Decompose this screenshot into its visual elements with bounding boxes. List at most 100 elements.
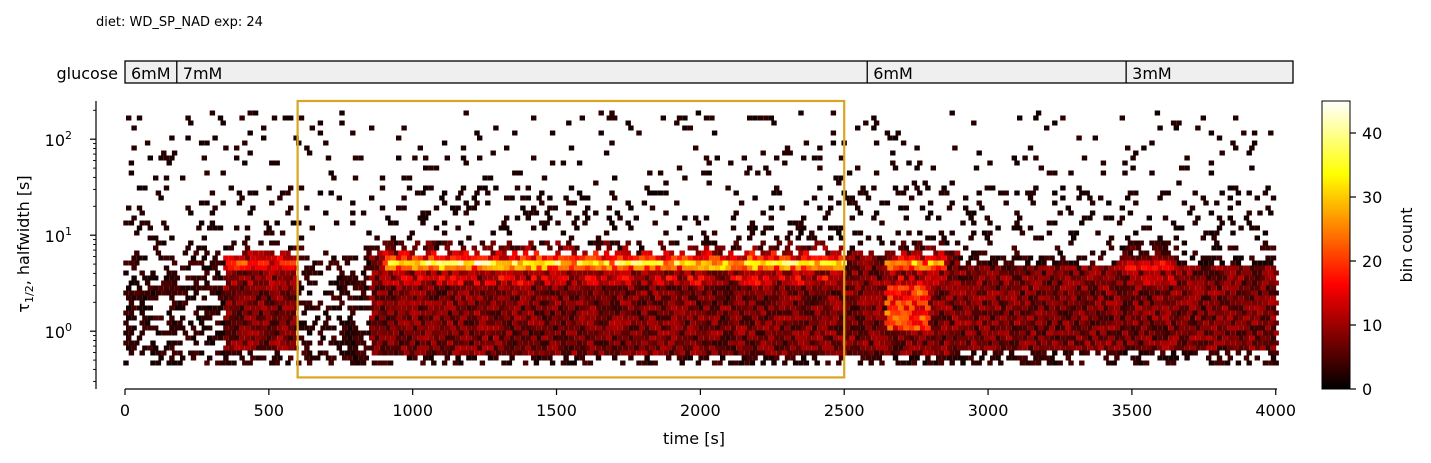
hexbin-cell — [1184, 305, 1190, 311]
hexbin-cell — [520, 255, 526, 261]
hexbin-cell — [1054, 275, 1061, 281]
hexbin-cell — [190, 255, 197, 261]
hexbin-cell — [285, 300, 291, 306]
hexbin-cell — [1141, 265, 1147, 271]
hexbin-cell — [871, 355, 877, 361]
hexbin-cell — [636, 330, 642, 336]
hexbin-cell — [882, 325, 888, 331]
hexbin-cell — [458, 310, 464, 316]
hexbin-cell — [790, 325, 796, 331]
hexbin-cell — [1073, 300, 1080, 306]
hexbin-cell — [1154, 330, 1161, 336]
hexbin-cell — [423, 305, 429, 311]
hexbin-cell — [1049, 335, 1055, 341]
hexbin-cell — [252, 190, 259, 196]
hexbin-cell — [1143, 250, 1150, 256]
hexbin-cell — [1173, 355, 1179, 361]
hexbin-cell — [811, 235, 818, 241]
hexbin-cell — [882, 275, 888, 281]
hexbin-cell — [787, 300, 793, 306]
hexbin-cell — [709, 115, 715, 121]
hexbin-cell — [1073, 330, 1080, 336]
hexbin-cell — [738, 270, 745, 276]
hexbin-cell — [247, 280, 253, 286]
hexbin-cell — [458, 340, 464, 346]
hexbin-cell — [879, 220, 885, 226]
hexbin-cell — [128, 160, 135, 166]
hexbin-cell — [420, 290, 426, 296]
hexbin-cell — [482, 335, 488, 341]
hexbin-cell — [468, 290, 475, 296]
hexbin-cell — [490, 280, 496, 286]
hexbin-cell — [371, 300, 378, 306]
hexbin-cell — [282, 255, 288, 261]
hexbin-cell — [225, 280, 232, 286]
hexbin-cell — [266, 325, 272, 331]
hexbin-cell — [690, 350, 696, 356]
hexbin-cell — [971, 220, 977, 226]
hexbin-cell — [285, 360, 291, 366]
hexbin-cell — [582, 350, 588, 356]
hexbin-cell — [1241, 320, 1247, 326]
hexbin-cell — [949, 300, 955, 306]
hexbin-cell — [863, 350, 869, 356]
hexbin-cell — [571, 310, 577, 316]
hexbin-cell — [1017, 315, 1023, 321]
hexbin-cell — [1208, 270, 1215, 276]
hexbin-cell — [428, 285, 434, 291]
hexbin-cell — [674, 290, 680, 296]
hexbin-cell — [1035, 310, 1042, 316]
hexbin-cell — [414, 330, 421, 336]
hexbin-cell — [857, 240, 864, 246]
hexbin-cell — [1122, 260, 1128, 266]
hexbin-cell — [1030, 310, 1036, 316]
hexbin-cell — [787, 250, 793, 256]
hexbin-cell — [142, 295, 148, 301]
hexbin-cell — [1068, 260, 1074, 266]
hexbin-cell — [420, 310, 426, 316]
hexbin-cell — [1060, 115, 1066, 121]
hexbin-cell — [525, 295, 531, 301]
hexbin-cell — [1052, 200, 1058, 206]
hexbin-cell — [212, 305, 218, 311]
hexbin-cell — [1189, 265, 1196, 271]
hexbin-cell — [622, 255, 629, 261]
hexbin-cell — [1265, 305, 1271, 311]
hexbin-cell — [625, 290, 631, 296]
hexbin-cell — [1246, 330, 1252, 336]
hexbin-cell — [549, 320, 556, 326]
hexbin-cell — [833, 275, 839, 281]
hexbin-cell — [1235, 290, 1242, 296]
hexbin-cell — [393, 330, 399, 336]
hexbin-cell — [1262, 300, 1269, 306]
hexbin-cell — [1019, 280, 1026, 286]
hexbin-cell — [209, 290, 216, 296]
hexbin-cell — [990, 345, 996, 351]
hexbin-cell — [1195, 285, 1201, 291]
hexbin-cell — [474, 300, 480, 306]
hexbin-cell — [501, 310, 507, 316]
hexbin-cell — [374, 315, 380, 321]
hexbin-cell — [1038, 285, 1044, 291]
hexbin-cell — [1130, 305, 1136, 311]
hexbin-cell — [142, 305, 148, 311]
hexbin-cell — [879, 300, 885, 306]
hexbin-cell — [344, 320, 351, 326]
hexbin-cell — [1200, 115, 1206, 121]
hexbin-cell — [266, 295, 272, 301]
hexbin-cell — [1179, 335, 1185, 341]
hexbin-cell — [755, 320, 761, 326]
hexbin-cell — [223, 245, 229, 251]
hexbin-cell — [1251, 140, 1258, 146]
hexbin-cell — [763, 335, 769, 341]
hexbin-cell — [404, 280, 410, 286]
hexbin-cell — [733, 310, 739, 316]
hexbin-cell — [846, 330, 853, 336]
hexbin-cell — [153, 345, 159, 351]
hexbin-cell — [579, 345, 585, 351]
hexbin-cell — [917, 340, 923, 346]
hexbin-cell — [968, 345, 974, 351]
hexbin-cell — [941, 325, 947, 331]
hexbin-cell — [482, 175, 488, 181]
hexbin-cell — [717, 340, 723, 346]
